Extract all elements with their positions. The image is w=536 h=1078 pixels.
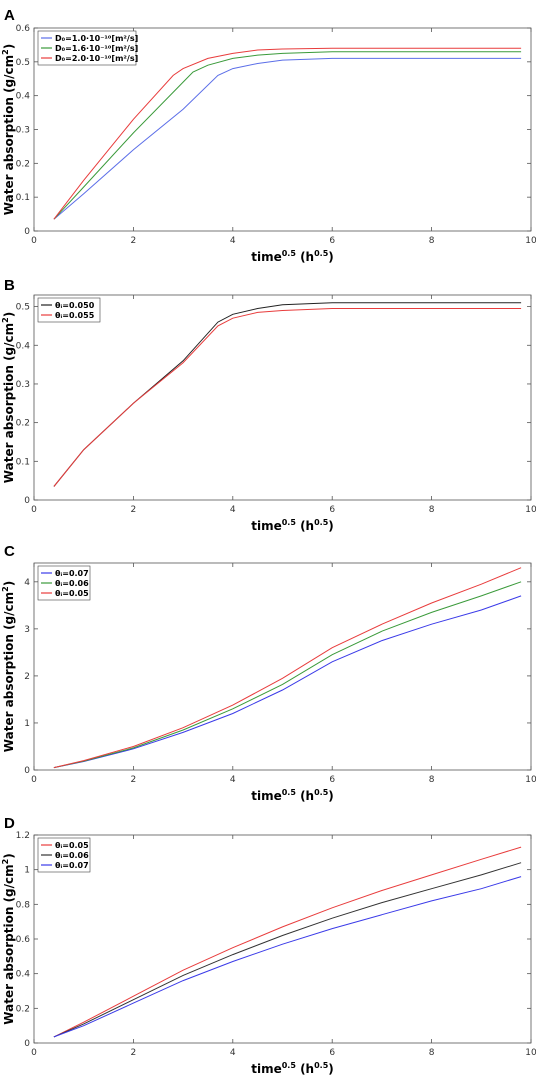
x-tick-label: 2 bbox=[131, 775, 137, 785]
y-tick-label: 0.2 bbox=[16, 419, 30, 429]
y-tick-label: 0.1 bbox=[16, 193, 30, 203]
legend-entry: θᵢ=0.05 bbox=[55, 841, 89, 850]
chart-panel-a: A 0 2 4 6 8 10 0 0.1 0.2 0.3 0.4 0.5 0.6 time0.5 (h0.5… bbox=[1, 7, 536, 264]
legend-entry: θᵢ=0.06 bbox=[55, 579, 89, 588]
y-tick-label: 2 bbox=[24, 672, 30, 682]
x-tick-label: 0 bbox=[31, 236, 37, 246]
y-axis-title: Water absorption (g/cm2) bbox=[1, 312, 16, 483]
y-axis-title: Water absorption (g/cm2) bbox=[1, 853, 16, 1024]
x-tick-label: 2 bbox=[131, 1048, 137, 1058]
panel-letter: C bbox=[4, 543, 15, 560]
y-tick-label: 0 bbox=[24, 227, 30, 237]
legend-entry: θᵢ=0.07 bbox=[55, 569, 89, 578]
y-tick-label: 1.2 bbox=[16, 831, 30, 841]
y-tick-label: 0 bbox=[24, 766, 30, 776]
y-tick-label: 0.2 bbox=[16, 1004, 30, 1014]
panel-letter: B bbox=[4, 277, 15, 294]
x-axis-title: time0.5 (h0.5) bbox=[251, 1061, 334, 1076]
y-tick-label: 1 bbox=[24, 719, 30, 729]
series-line-3 bbox=[53, 876, 522, 1038]
plot-frame bbox=[33, 562, 532, 771]
y-tick-label: 1 bbox=[24, 866, 30, 876]
y-axis-title: Water absorption (g/cm2) bbox=[1, 581, 16, 752]
legend-box bbox=[37, 297, 101, 323]
legend-entry: D₀=1.0·10⁻¹⁰[m²/s] bbox=[55, 34, 138, 43]
y-tick-label: 3 bbox=[24, 625, 30, 635]
y-tick-label: 0.4 bbox=[16, 970, 31, 980]
series-line-1 bbox=[53, 595, 522, 769]
x-tick-label: 4 bbox=[230, 505, 236, 515]
y-tick-label: 0.5 bbox=[16, 58, 30, 68]
x-tick-label: 4 bbox=[230, 1048, 236, 1058]
chart-panel-b: B 0 2 4 6 8 10 0 0.1 0.2 0.3 0.4 0.5 time0.5 (h0.5) Wa… bbox=[1, 277, 536, 533]
legend-entry: θᵢ=0.050 bbox=[55, 301, 95, 310]
y-tick-label: 0.6 bbox=[16, 24, 31, 34]
series-line-2 bbox=[53, 51, 522, 220]
series-line-2 bbox=[53, 862, 522, 1038]
x-axis-title: time0.5 (h0.5) bbox=[251, 788, 334, 803]
chart-panel-d: D 0 2 4 6 8 10 0 0.2 0.4 0.6 0.8 1 1.2 time0.5 (h0.5) W… bbox=[1, 815, 536, 1076]
x-tick-label: 8 bbox=[429, 505, 435, 515]
y-tick-label: 0.6 bbox=[16, 935, 31, 945]
panel-letter: D bbox=[4, 815, 15, 832]
y-tick-label: 0.3 bbox=[16, 380, 30, 390]
x-tick-label: 8 bbox=[429, 236, 435, 246]
y-tick-label: 0.8 bbox=[16, 900, 31, 910]
x-tick-label: 8 bbox=[429, 775, 435, 785]
y-tick-label: 0.4 bbox=[16, 92, 31, 102]
legend-entry: θᵢ=0.055 bbox=[55, 311, 95, 320]
legend-entry: θᵢ=0.06 bbox=[55, 851, 89, 860]
x-tick-label: 6 bbox=[329, 236, 335, 246]
series-line-2 bbox=[53, 581, 522, 769]
series-line-3 bbox=[53, 47, 522, 220]
series-line-2 bbox=[53, 308, 522, 487]
chart-panel-c: C 0 2 4 6 8 10 0 1 2 3 4 time0.5 (h0.5) Water absorpt… bbox=[1, 543, 536, 803]
x-tick-label: 4 bbox=[230, 236, 236, 246]
y-tick-label: 0 bbox=[24, 1039, 30, 1049]
x-tick-label: 0 bbox=[31, 1048, 37, 1058]
plot-frame bbox=[33, 294, 532, 501]
x-tick-label: 10 bbox=[525, 775, 536, 785]
x-tick-label: 6 bbox=[329, 505, 335, 515]
legend-entry: D₀=1.6·10⁻¹⁰[m²/s] bbox=[55, 44, 138, 53]
legend-entry: D₀=2.0·10⁻¹⁰[m²/s] bbox=[55, 54, 138, 63]
x-tick-label: 0 bbox=[31, 775, 37, 785]
x-tick-label: 4 bbox=[230, 775, 236, 785]
y-tick-label: 0.3 bbox=[16, 126, 30, 136]
legend-box bbox=[37, 30, 137, 66]
legend-entry: θᵢ=0.05 bbox=[55, 589, 89, 598]
x-axis-title: time0.5 (h0.5) bbox=[251, 249, 334, 264]
x-tick-label: 0 bbox=[31, 505, 37, 515]
y-tick-label: 0.4 bbox=[16, 341, 31, 351]
y-tick-label: 4 bbox=[24, 578, 30, 588]
x-tick-label: 10 bbox=[525, 236, 536, 246]
series-line-1 bbox=[53, 846, 522, 1038]
legend-entry: θᵢ=0.07 bbox=[55, 861, 89, 870]
series-line-1 bbox=[53, 302, 522, 487]
x-tick-label: 10 bbox=[525, 505, 536, 515]
y-tick-label: 0.5 bbox=[16, 303, 30, 313]
x-axis-title: time0.5 (h0.5) bbox=[251, 518, 334, 533]
y-tick-label: 0 bbox=[24, 496, 30, 506]
series-line-3 bbox=[53, 567, 522, 769]
y-axis-title: Water absorption (g/cm2) bbox=[1, 44, 16, 215]
x-tick-label: 6 bbox=[329, 775, 335, 785]
y-tick-label: 0.2 bbox=[16, 159, 30, 169]
x-tick-label: 2 bbox=[131, 236, 137, 246]
x-tick-label: 8 bbox=[429, 1048, 435, 1058]
panel-letter: A bbox=[4, 7, 15, 24]
x-tick-label: 6 bbox=[329, 1048, 335, 1058]
x-tick-label: 2 bbox=[131, 505, 137, 515]
y-tick-label: 0.1 bbox=[16, 457, 30, 467]
x-tick-label: 10 bbox=[525, 1048, 536, 1058]
series-line-1 bbox=[53, 57, 522, 220]
